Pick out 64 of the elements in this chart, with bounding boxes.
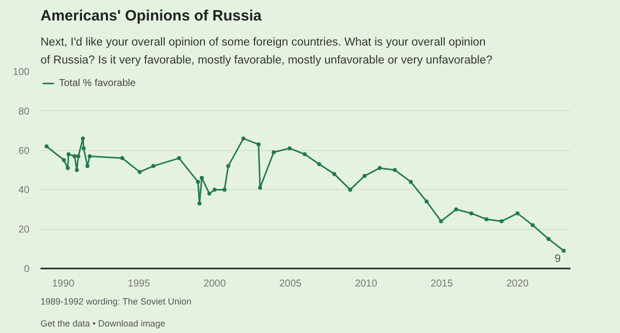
point — [44, 144, 49, 148]
point — [212, 188, 217, 192]
point — [85, 164, 90, 168]
point — [62, 158, 66, 162]
chart-title: Americans' Opinions of Russia — [40, 8, 262, 24]
point — [66, 166, 70, 170]
point — [408, 180, 413, 184]
point — [72, 154, 77, 158]
y-tick-label: 60 — [18, 146, 30, 157]
legend-label: Total % favorable — [59, 78, 136, 88]
x-tick-label: 2020 — [506, 278, 530, 290]
point — [200, 176, 204, 180]
y-tick-label: 80 — [18, 106, 30, 118]
point — [226, 164, 230, 168]
point — [88, 154, 92, 158]
text: 1989-1992 wording: The Soviet Union — [40, 296, 192, 306]
y-tick-label: 20 — [18, 224, 30, 236]
point — [222, 188, 226, 192]
text: Get the data • Download image — [40, 318, 166, 328]
point — [530, 223, 535, 228]
point — [66, 152, 71, 156]
x-tick-label: 1990 — [52, 278, 75, 290]
point — [207, 192, 212, 196]
point — [439, 219, 444, 224]
point — [546, 236, 551, 241]
point — [76, 154, 80, 158]
data-label: 9 — [554, 252, 561, 265]
x-tick-label: 2010 — [354, 278, 378, 290]
point — [302, 152, 307, 156]
point — [332, 172, 336, 176]
x-tick-label: 1995 — [128, 278, 150, 290]
point — [177, 156, 182, 160]
y-tick-label: 0 — [24, 264, 30, 275]
point — [120, 156, 124, 160]
point — [288, 146, 292, 150]
point — [469, 211, 474, 216]
point — [500, 219, 504, 224]
point — [348, 188, 352, 192]
point — [378, 166, 382, 170]
point — [424, 200, 429, 204]
point — [362, 174, 367, 178]
point — [82, 146, 86, 150]
point — [516, 211, 520, 216]
point — [454, 207, 458, 212]
point — [392, 168, 397, 172]
point — [256, 142, 261, 146]
point — [196, 180, 200, 184]
point — [272, 150, 276, 154]
x-tick-label: 2000 — [204, 278, 226, 290]
point — [138, 170, 142, 174]
point — [484, 217, 488, 222]
x-tick-label: 2015 — [430, 278, 454, 290]
x-tick-label: 2005 — [279, 278, 302, 290]
point — [80, 136, 85, 140]
point — [74, 168, 79, 172]
chart-subtitle: Next, I'd like your overall opinion of some foreign countries. What is your overall opinion of Russia? Is it very favorable, mostly favorable, mostly unfavorable or very unfavorable? — [40, 36, 492, 66]
point — [562, 248, 566, 253]
point — [317, 162, 322, 166]
point — [258, 186, 262, 190]
y-tick-label: 40 — [18, 185, 30, 196]
point — [198, 201, 202, 206]
point — [241, 136, 246, 140]
y-tick-label: 100 — [12, 67, 30, 78]
point — [151, 164, 156, 168]
